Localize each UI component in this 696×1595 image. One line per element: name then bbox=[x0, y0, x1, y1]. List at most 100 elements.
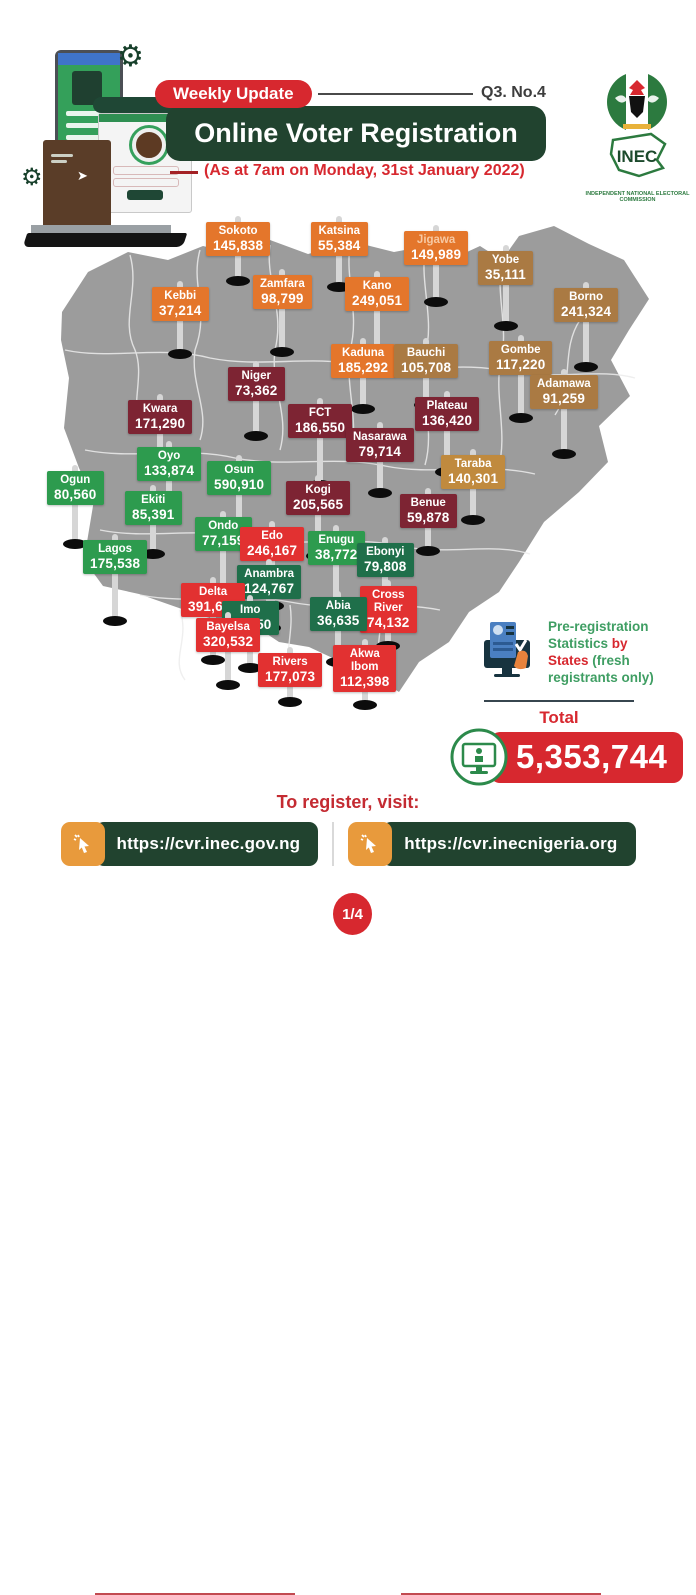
logo-nigeria-outline bbox=[609, 132, 667, 178]
pin-dot bbox=[103, 616, 128, 626]
state-flag: Nasarawa 79,714 bbox=[346, 428, 414, 462]
total-divider bbox=[484, 700, 634, 702]
pin-dot bbox=[551, 449, 576, 459]
legend-green-2: (fresh registrants only) bbox=[548, 653, 654, 685]
state-name: Katsina bbox=[318, 225, 361, 237]
pin-dot bbox=[270, 347, 295, 357]
header-rule bbox=[318, 93, 473, 95]
state-flag: Sokoto 145,838 bbox=[206, 222, 271, 256]
logo-shield bbox=[629, 96, 645, 118]
state-name: Benue bbox=[410, 497, 446, 509]
state-name: Kwara bbox=[142, 403, 178, 415]
logo-text: INEC bbox=[617, 147, 658, 166]
state-value: 175,538 bbox=[90, 556, 141, 571]
card-line bbox=[51, 154, 73, 157]
state-label-edo: Edo 246,167 bbox=[240, 521, 305, 611]
state-value: 136,420 bbox=[422, 413, 473, 428]
state-flag: Kaduna 185,292 bbox=[331, 344, 396, 378]
state-value: 73,362 bbox=[235, 383, 278, 398]
state-flag: Kano 249,051 bbox=[345, 277, 410, 311]
state-flag: Niger 73,362 bbox=[228, 367, 285, 401]
pin-dot bbox=[278, 697, 303, 707]
nigeria-map: Sokoto 145,838 Katsina 55,384 Jigawa 149,989 Y… bbox=[40, 200, 660, 715]
state-label-ekiti: Ekiti 85,391 bbox=[125, 485, 182, 559]
form-line bbox=[66, 111, 106, 116]
state-label-osun: Osun 590,910 bbox=[207, 455, 272, 541]
state-name: Kano bbox=[362, 280, 392, 292]
state-label-anambra: Anambra 124,767 bbox=[237, 559, 302, 633]
state-name: Taraba bbox=[454, 458, 492, 470]
pin-dot bbox=[141, 549, 166, 559]
state-value: 74,132 bbox=[367, 615, 410, 630]
state-label-adamawa: Adamawa 91,259 bbox=[530, 369, 598, 459]
weekly-update-badge: Weekly Update bbox=[155, 80, 312, 108]
state-value: 105,708 bbox=[401, 360, 452, 375]
state-label-ebonyi: Ebonyi 79,808 bbox=[357, 537, 414, 627]
link-url[interactable]: https://cvr.inecnigeria.org bbox=[382, 822, 636, 866]
state-label-kogi: Kogi 205,565 bbox=[286, 475, 351, 561]
pin-dot bbox=[327, 282, 352, 292]
legend-green-1: Pre-registration Statistics bbox=[548, 619, 649, 651]
state-name: Yobe bbox=[491, 254, 520, 266]
state-flag: Kwara 171,290 bbox=[128, 400, 193, 434]
state-flag: FCT 186,550 bbox=[288, 404, 353, 438]
phone-statusbar bbox=[58, 53, 120, 65]
register-heading-row: To register, visit: bbox=[0, 792, 696, 1595]
page-indicator: 1/4 bbox=[333, 893, 372, 935]
total-value: 5,353,744 bbox=[490, 731, 684, 783]
state-label-benue: Benue 59,878 bbox=[400, 488, 457, 556]
subtitle-dash bbox=[170, 171, 198, 174]
logo-caption: INDEPENDENT NATIONAL ELECTORAL COMMISSIO… bbox=[585, 191, 690, 203]
state-flag: Cross River 74,132 bbox=[360, 586, 417, 633]
state-value: 205,565 bbox=[293, 497, 344, 512]
link-url[interactable]: https://cvr.inec.gov.ng bbox=[94, 822, 319, 866]
state-flag: Rivers 177,073 bbox=[258, 653, 323, 687]
pin-dot bbox=[508, 413, 533, 423]
pin-dot bbox=[574, 362, 599, 372]
pin-stick bbox=[560, 369, 567, 453]
pin-dot bbox=[168, 349, 193, 359]
card-line bbox=[51, 160, 67, 163]
pin-dot bbox=[216, 680, 241, 690]
state-name: Imo bbox=[240, 604, 261, 616]
state-flag: Edo 246,167 bbox=[240, 527, 305, 561]
submit-button-illustration bbox=[127, 190, 163, 200]
state-value: 149,989 bbox=[411, 247, 462, 262]
link-pill-inecnigeria[interactable]: https://cvr.inecnigeria.org bbox=[348, 822, 636, 866]
state-labels-layer: Sokoto 145,838 Katsina 55,384 Jigawa 149,989 Y… bbox=[40, 200, 660, 715]
state-name: Bauchi bbox=[406, 347, 446, 359]
state-value: 246,167 bbox=[247, 543, 298, 558]
state-name: Lagos bbox=[98, 543, 133, 555]
state-label-abia: Abia 36,635 bbox=[310, 591, 367, 667]
link-pill-inec-gov[interactable]: https://cvr.inec.gov.ng bbox=[60, 822, 319, 866]
state-label-zamfara: Zamfara 98,799 bbox=[253, 269, 312, 357]
state-name: Niger bbox=[241, 370, 271, 382]
gear-icon: ⚙ bbox=[21, 164, 43, 191]
state-flag: Osun 590,910 bbox=[207, 461, 272, 495]
state-value: 80,560 bbox=[54, 487, 97, 502]
state-name: Akwa Ibom bbox=[349, 648, 380, 673]
state-label-katsina: Katsina 55,384 bbox=[311, 216, 368, 292]
form-field bbox=[113, 166, 179, 175]
register-heading: To register, visit: bbox=[276, 792, 420, 812]
pin-stick bbox=[279, 269, 286, 351]
state-value: 79,714 bbox=[358, 444, 402, 459]
form-line bbox=[66, 123, 112, 128]
state-flag: Lagos 175,538 bbox=[83, 540, 148, 574]
legend-red: by States bbox=[548, 636, 628, 668]
state-label-kaduna: Kaduna 185,292 bbox=[331, 338, 396, 414]
gear-icon: ⚙ bbox=[117, 40, 144, 73]
state-value: 79,808 bbox=[364, 559, 407, 574]
state-flag: Jigawa 149,989 bbox=[404, 231, 469, 265]
state-name: FCT bbox=[308, 407, 332, 419]
pin-dot bbox=[461, 515, 486, 525]
state-value: 241,324 bbox=[561, 304, 612, 319]
state-value: 36,635 bbox=[317, 613, 360, 628]
total-label: Total bbox=[539, 708, 579, 727]
state-flag: Oyo 133,874 bbox=[137, 447, 202, 481]
pin-stick bbox=[382, 537, 389, 621]
click-cursor-icon bbox=[60, 822, 105, 866]
state-name: Kogi bbox=[305, 484, 331, 496]
state-value: 37,214 bbox=[159, 303, 202, 318]
state-name: Gombe bbox=[500, 344, 541, 356]
